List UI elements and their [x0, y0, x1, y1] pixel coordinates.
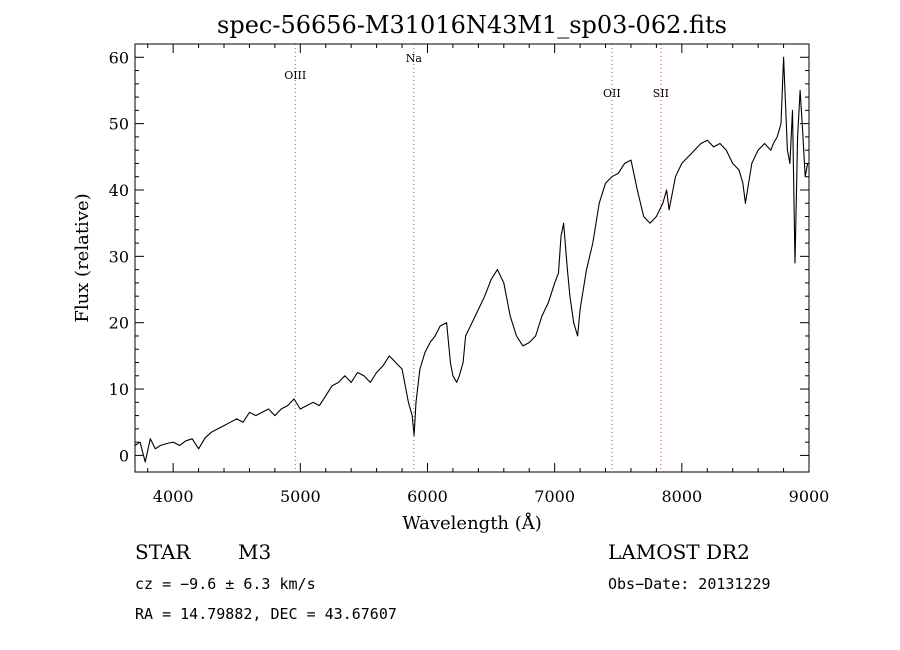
object-type: STAR: [135, 540, 191, 564]
line-label-oii: OII: [603, 87, 621, 100]
x-tick-label: 4000: [153, 487, 194, 506]
y-tick-label: 10: [109, 380, 129, 399]
x-tick-label: 7000: [534, 487, 575, 506]
y-tick-label: 20: [109, 314, 129, 333]
x-axis-label: Wavelength (Å): [402, 512, 542, 534]
x-tick-label: 5000: [280, 487, 321, 506]
line-label-sii: SII: [653, 87, 669, 100]
redshift-cz: cz = −9.6 ± 6.3 km/s: [135, 575, 316, 593]
y-tick-label: 0: [119, 446, 129, 465]
chart-title: spec-56656-M31016N43M1_sp03-062.fits: [217, 11, 727, 39]
line-label-oiii: OIII: [284, 69, 306, 82]
y-tick-label: 30: [109, 247, 129, 266]
y-tick-label: 40: [109, 181, 129, 200]
line-label-na: Na: [406, 52, 423, 65]
x-tick-label: 8000: [661, 487, 702, 506]
y-tick-label: 60: [109, 48, 129, 67]
x-tick-label: 9000: [789, 487, 830, 506]
survey-name: LAMOST DR2: [608, 540, 750, 564]
coordinates: RA = 14.79882, DEC = 43.67607: [135, 605, 397, 623]
y-axis-label: Flux (relative): [72, 193, 93, 322]
plot-frame: [134, 43, 810, 473]
object-subclass: M3: [238, 540, 271, 564]
spectrum-line: [134, 56, 809, 463]
observation-date: Obs−Date: 20131229: [608, 575, 771, 593]
plot-area: OIII Na OII SII 4000 5000 6000 7000 8000 9000 0 10 2…: [109, 44, 830, 506]
x-tick-label: 6000: [407, 487, 448, 506]
y-tick-label: 50: [109, 115, 129, 134]
